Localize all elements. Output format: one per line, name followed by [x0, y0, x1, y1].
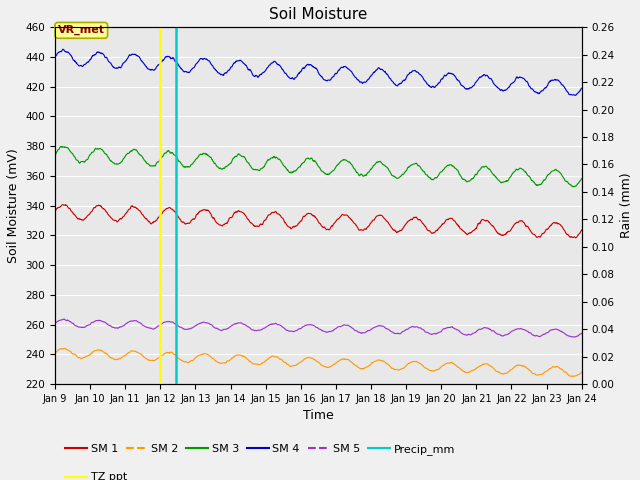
- SM 1: [516, 218, 524, 224]
- SM 5: [469, 330, 477, 336]
- SM 4: [51, 54, 59, 60]
- Line: SM 5: SM 5: [55, 319, 582, 337]
- Title: Soil Moisture: Soil Moisture: [269, 7, 367, 22]
- SM 2: [156, 354, 163, 360]
- SM 2: [228, 356, 236, 361]
- SM 2: [578, 369, 586, 375]
- SM 3: [168, 150, 176, 156]
- Text: VR_met: VR_met: [58, 25, 105, 36]
- Y-axis label: Soil Moisture (mV): Soil Moisture (mV): [7, 148, 20, 263]
- SM 1: [51, 208, 59, 214]
- SM 4: [228, 64, 236, 70]
- SM 1: [168, 206, 176, 212]
- SM 5: [400, 328, 408, 334]
- SM 2: [400, 365, 408, 371]
- SM 1: [400, 224, 408, 229]
- SM 5: [168, 319, 176, 324]
- Line: SM 4: SM 4: [55, 49, 582, 96]
- SM 4: [572, 93, 579, 98]
- SM 4: [516, 74, 524, 80]
- X-axis label: Time: Time: [303, 409, 333, 422]
- SM 4: [469, 84, 477, 89]
- SM 4: [578, 85, 586, 91]
- SM 2: [51, 349, 59, 355]
- SM 4: [156, 61, 163, 67]
- SM 2: [516, 362, 524, 368]
- SM 1: [578, 227, 586, 233]
- Legend: TZ ppt: TZ ppt: [61, 468, 131, 480]
- SM 3: [51, 153, 59, 159]
- SM 2: [58, 346, 65, 351]
- SM 3: [58, 144, 65, 149]
- SM 4: [400, 78, 408, 84]
- SM 3: [400, 170, 408, 176]
- Line: SM 2: SM 2: [55, 348, 582, 376]
- SM 1: [228, 215, 236, 221]
- SM 2: [168, 350, 176, 356]
- SM 3: [570, 184, 577, 190]
- Line: SM 1: SM 1: [55, 204, 582, 238]
- SM 3: [469, 175, 477, 181]
- SM 2: [569, 373, 577, 379]
- Line: SM 3: SM 3: [55, 146, 582, 187]
- SM 3: [156, 157, 163, 163]
- SM 5: [156, 323, 163, 328]
- SM 5: [516, 326, 524, 332]
- SM 5: [60, 316, 68, 322]
- SM 3: [516, 166, 524, 171]
- SM 5: [570, 334, 578, 340]
- SM 1: [156, 213, 163, 219]
- Y-axis label: Rain (mm): Rain (mm): [620, 173, 633, 239]
- SM 1: [572, 235, 580, 241]
- SM 4: [168, 55, 176, 61]
- SM 4: [59, 47, 67, 52]
- SM 5: [578, 331, 586, 336]
- SM 2: [469, 367, 477, 373]
- SM 5: [51, 320, 59, 326]
- SM 1: [59, 202, 67, 207]
- SM 5: [228, 323, 236, 329]
- SM 3: [578, 176, 586, 181]
- SM 1: [469, 228, 477, 234]
- SM 3: [228, 160, 236, 166]
